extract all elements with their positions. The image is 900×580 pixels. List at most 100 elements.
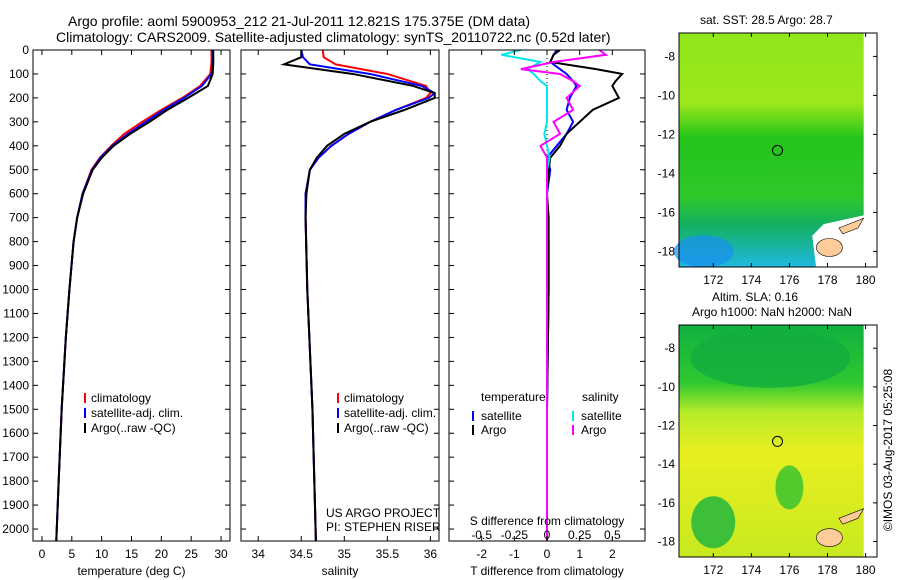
difference-panel: -2 -1 0 1 2 T difference from climatology temp…: [448, 49, 646, 578]
lat-tick-label: -10: [658, 380, 676, 394]
x-tick-label: 36: [424, 547, 438, 561]
lon-tick-label: 176: [779, 273, 799, 287]
x-tick-label: 10: [95, 547, 109, 561]
legend-group-temperature: temperature: [481, 390, 546, 404]
map-blob: [775, 465, 804, 510]
island-vanua-levu: [838, 217, 865, 235]
y-tick-label: 300: [9, 115, 29, 129]
y-tick-label: 500: [9, 163, 29, 177]
legend-label: satellite-adj. clim.: [91, 406, 183, 420]
x-tick-label: 0: [39, 547, 46, 561]
map-blob: [673, 235, 734, 268]
argo-position-marker: [772, 144, 784, 156]
y-tick-label: 1900: [2, 498, 29, 512]
lon-tick-label: 174: [741, 273, 761, 287]
x-tick-label: 2: [609, 547, 616, 561]
y-tick-label: 0: [22, 43, 29, 57]
series-satellite-adj-clim-: [55, 50, 214, 542]
y-tick-label: 600: [9, 187, 29, 201]
y-tick-label: 200: [9, 91, 29, 105]
legend-group-salinity: salinity: [582, 390, 619, 404]
lat-tick-label: -8: [664, 49, 675, 63]
lon-tick-label: 176: [779, 563, 799, 577]
x-tick-label: 34: [252, 547, 266, 561]
legend-label: climatology: [91, 391, 151, 405]
lon-tick-label: 172: [703, 563, 723, 577]
x2-tick-label: 0.5: [604, 528, 621, 542]
series-t-argo: [545, 49, 625, 541]
x-tick-label: 20: [155, 547, 169, 561]
map-blob: [690, 327, 851, 388]
island-viti-levu: [816, 238, 843, 257]
sst-map: 172 174 176 178 180 -8 -10 -12 -14 -16 -18: [658, 32, 878, 287]
y-tick-label: 400: [9, 139, 29, 153]
x-tick-label: 35.5: [376, 547, 400, 561]
x2-axis-label: S difference from climatology: [470, 514, 625, 528]
x-tick-label: 25: [185, 547, 199, 561]
y-tick-label: 1700: [2, 450, 29, 464]
y-tick-label: 1100: [3, 306, 29, 320]
lat-tick-label: -18: [658, 244, 676, 258]
lat-tick-label: -12: [658, 419, 676, 433]
lon-tick-label: 178: [817, 563, 837, 577]
x-axis-label: T difference from climatology: [470, 564, 624, 578]
lat-tick-label: -10: [658, 88, 676, 102]
sst-map-title: sat. SST: 28.5 Argo: 28.7: [700, 13, 833, 27]
map-frame: [678, 32, 878, 268]
lat-tick-label: -14: [658, 457, 676, 471]
island-viti-levu: [816, 528, 843, 547]
y-tick-label: 700: [9, 211, 29, 225]
series-climatology: [55, 50, 213, 542]
y-tick-label: 1600: [2, 426, 29, 440]
lon-tick-label: 180: [856, 273, 876, 287]
legend-label: Argo: [581, 423, 607, 437]
x-tick-label: 5: [68, 547, 75, 561]
x-axis-label: temperature (deg C): [77, 564, 185, 578]
x-tick-label: -2: [476, 547, 487, 561]
lon-tick-label: 174: [741, 563, 761, 577]
argo-position-marker: [772, 435, 784, 447]
x-tick-label: -1: [509, 547, 520, 561]
pi-label: PI: STEPHEN RISER: [326, 520, 441, 534]
y-tick-label: 100: [9, 67, 29, 81]
y-tick-label: 1800: [2, 474, 29, 488]
series-argo-raw-qc-: [280, 50, 436, 542]
lon-tick-label: 172: [703, 273, 723, 287]
title-line-1: Argo profile: aoml 5900953_212 21-Jul-20…: [68, 13, 531, 29]
sla-map-title: Altim. SLA: 0.16: [712, 290, 799, 304]
series-t-satellite: [545, 49, 578, 541]
legend-label: satellite-adj. clim.: [344, 406, 436, 420]
legend-label: satellite: [581, 409, 622, 423]
y-tick-label: 900: [9, 259, 29, 273]
y-tick-label: 2000: [2, 522, 29, 536]
y-tick-label: 1200: [2, 330, 29, 344]
lon-tick-label: 180: [856, 563, 876, 577]
legend-label: Argo(..raw -QC): [344, 421, 429, 435]
x-tick-label: 1: [576, 547, 583, 561]
lat-tick-label: -14: [658, 166, 676, 180]
series-s-argo: [520, 49, 609, 541]
y-tick-label: 800: [9, 235, 29, 249]
sla-map-subtitle: Argo h1000: NaN h2000: NaN: [692, 305, 853, 319]
series-argo-raw-qc-: [55, 50, 215, 542]
map-frame: [678, 324, 878, 558]
sla-map: 172 174 176 178 180 -8 -10 -12 -14 -16 -18: [658, 324, 878, 577]
x-tick-label: 35: [338, 547, 352, 561]
map-blob: [691, 496, 736, 549]
y-tick-label: 1400: [2, 378, 29, 392]
y-tick-label: 1300: [2, 354, 29, 368]
x2-tick-label: 0: [544, 528, 551, 542]
timestamp: ©IMOS 03-Aug-2017 05:25:08: [881, 368, 895, 532]
x2-tick-label: -0.25: [501, 528, 529, 542]
lon-tick-label: 178: [817, 273, 837, 287]
project-label: US ARGO PROJECT: [326, 506, 441, 520]
x2-tick-label: -0.5: [471, 528, 492, 542]
x-tick-label: 15: [125, 547, 139, 561]
legend-label: satellite: [481, 409, 522, 423]
x2-tick-label: 0.25: [568, 528, 592, 542]
lat-tick-label: -18: [658, 535, 676, 549]
x-axis-label: salinity: [322, 564, 359, 578]
island-vanua-levu: [838, 508, 865, 525]
legend-label: climatology: [344, 391, 404, 405]
